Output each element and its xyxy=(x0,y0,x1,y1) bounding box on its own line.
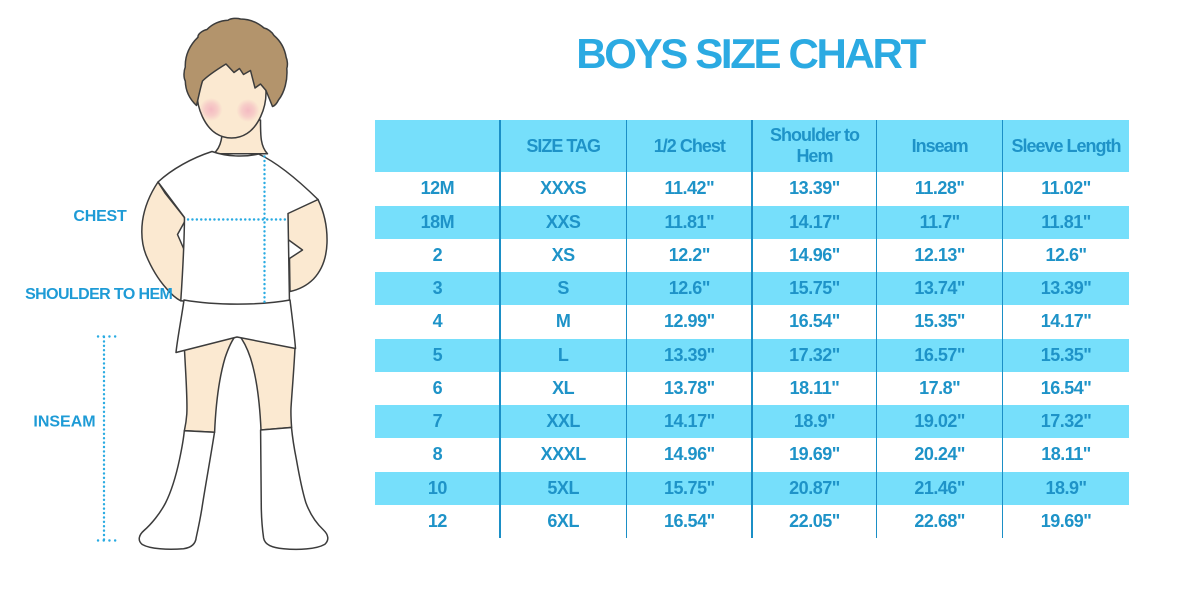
svg-text:SHOULDER TO HEM: SHOULDER TO HEM xyxy=(25,286,172,303)
svg-text:INSEAM: INSEAM xyxy=(33,414,95,431)
svg-text:CHEST: CHEST xyxy=(73,208,127,225)
